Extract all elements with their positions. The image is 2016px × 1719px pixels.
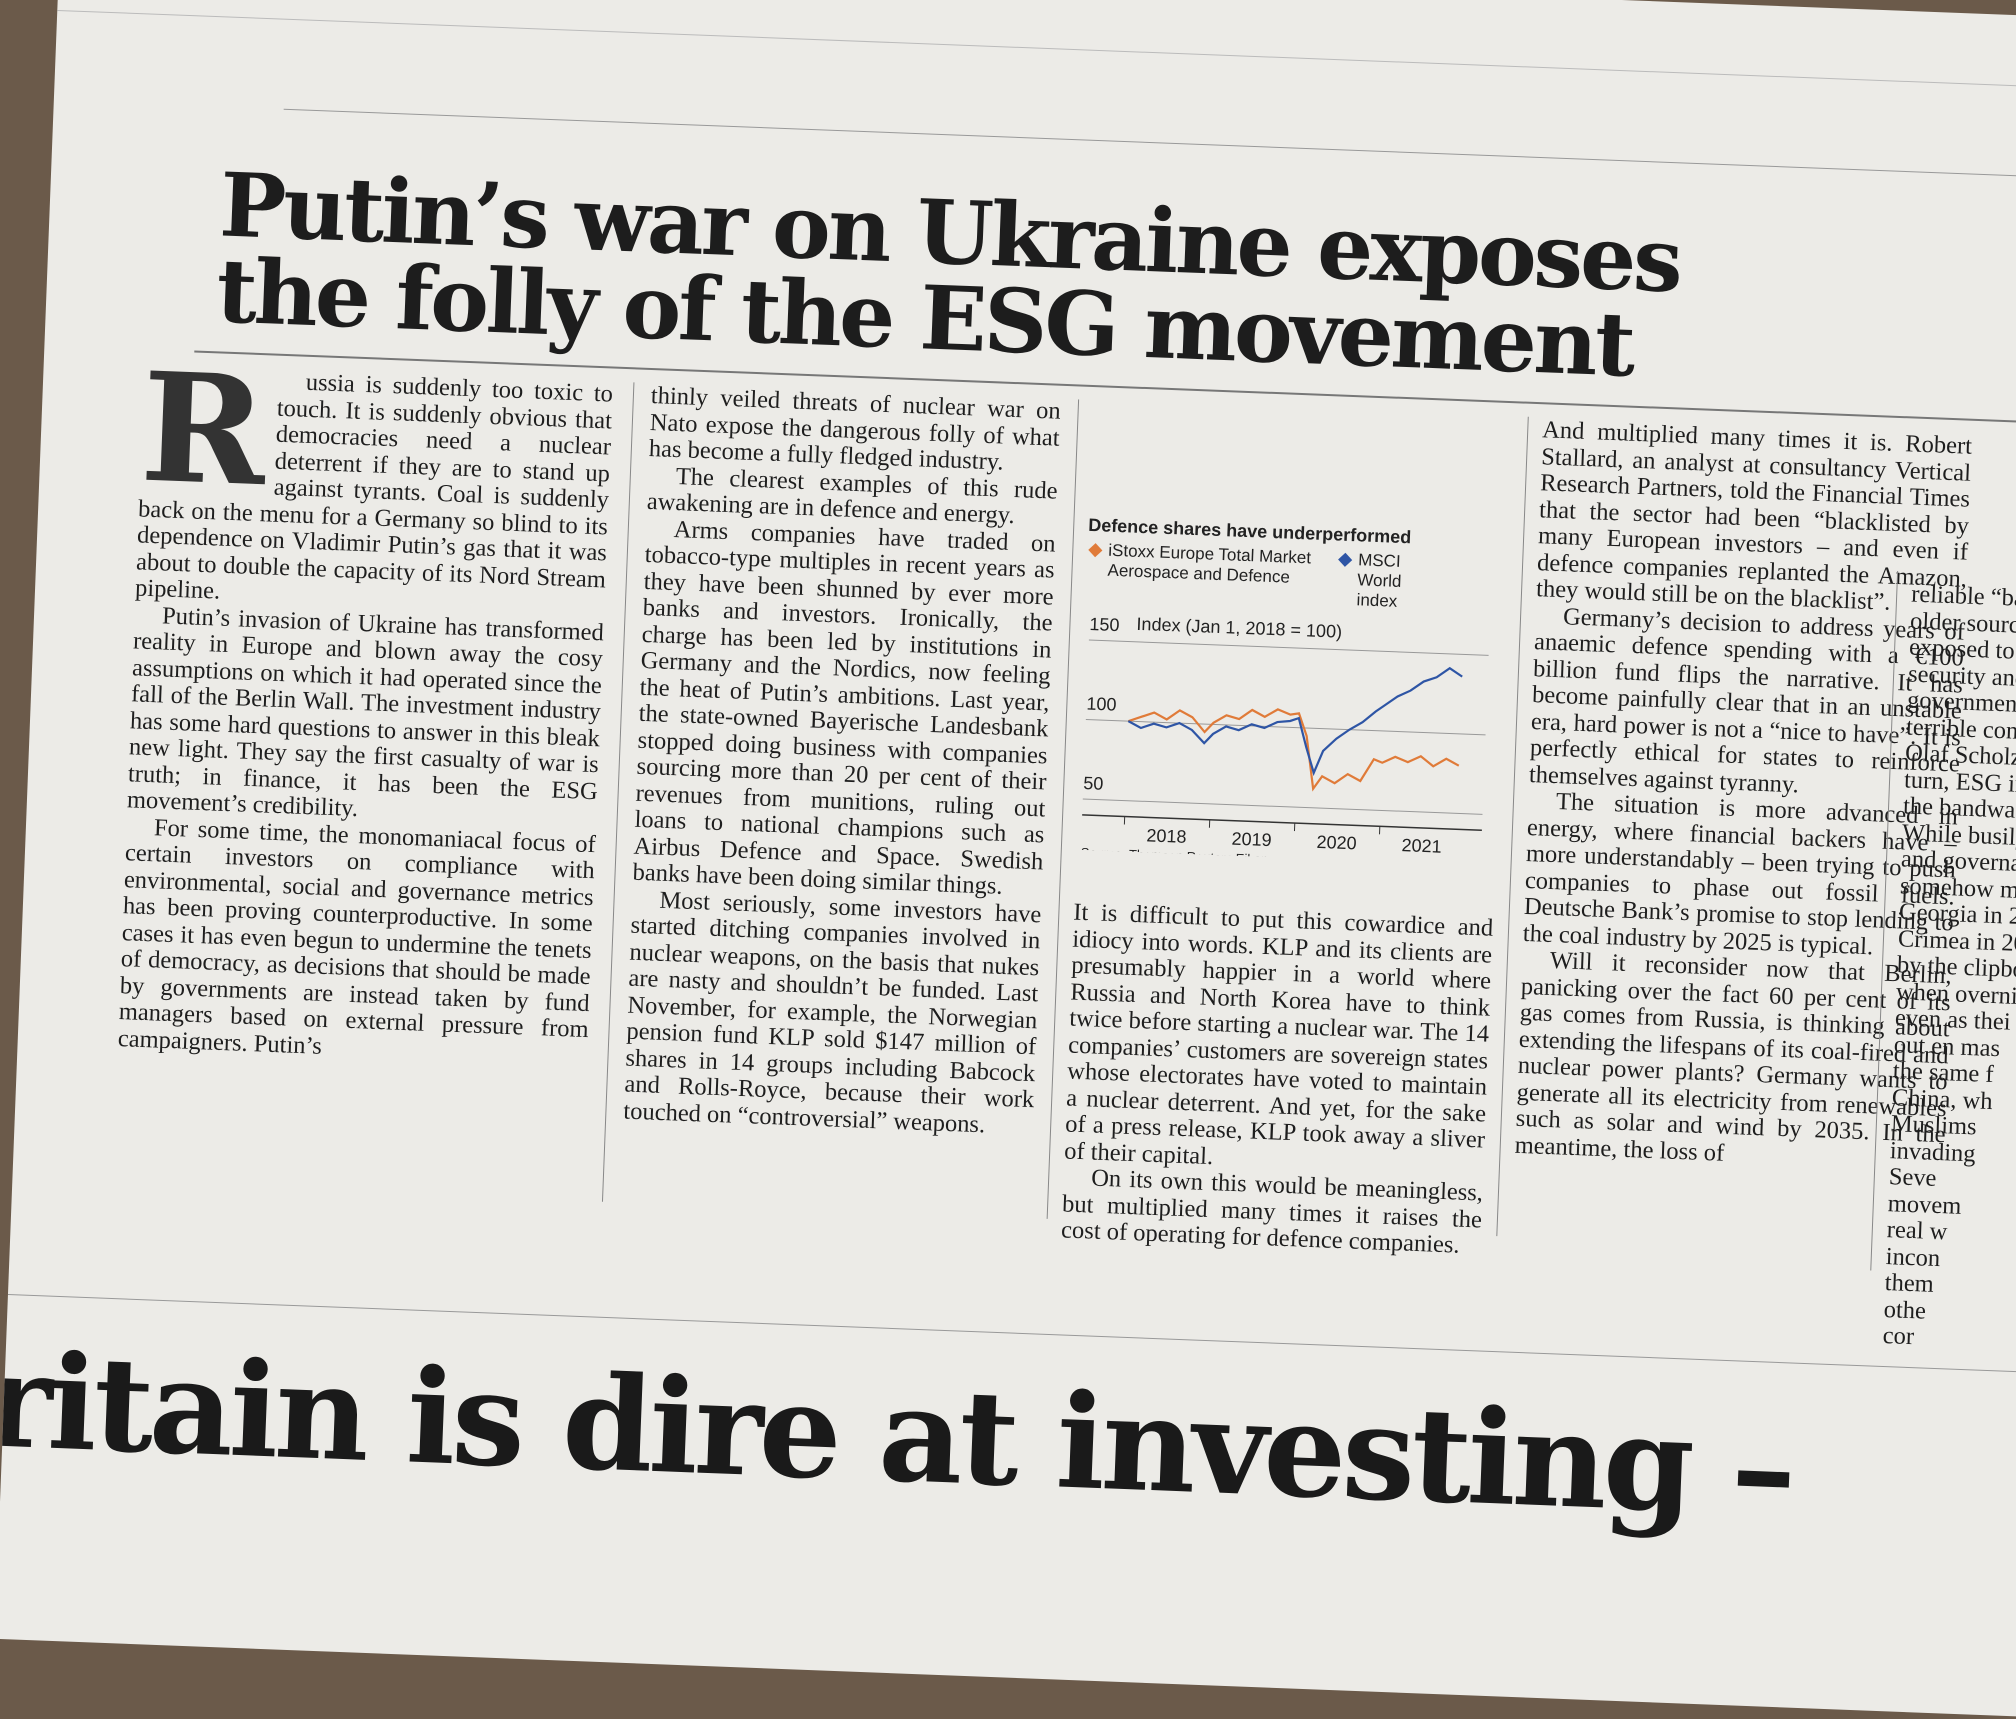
chart: Defence shares have underperformed iStox…	[1076, 515, 1499, 870]
legend-marker	[1338, 553, 1352, 567]
page: Putin’s war on Ukraine exposes the folly…	[0, 0, 2016, 1512]
paragraph: For some time, the monomaniacal focus of…	[117, 814, 596, 1070]
grid-line	[1089, 640, 1489, 655]
paragraph: On its own this would be meaningless, bu…	[1061, 1164, 1484, 1260]
column: It is difficult to put this cowardice an…	[1061, 900, 1494, 1260]
legend-item: MSCI World index	[1335, 549, 1447, 613]
rule	[57, 10, 2016, 92]
legend-label: MSCI World index	[1356, 550, 1447, 613]
paragraph: Germany’s decision to address years of a…	[1529, 603, 1966, 805]
paragraph: Arms companies have traded on tobacco-ty…	[632, 515, 1056, 901]
x-tick-label: 2020	[1316, 832, 1357, 854]
x-axis	[1082, 815, 1482, 830]
series-line	[1126, 704, 1461, 795]
y-tick-label: 100	[1086, 694, 1117, 715]
y-tick-label: 50	[1083, 773, 1104, 794]
paragraph: And multiplied many times it is. Robert …	[1536, 417, 1973, 619]
y-tick-label: 150	[1089, 614, 1120, 635]
column: thinly veiled threats of nuclear war on …	[623, 383, 1061, 1140]
y-axis-label: Index (Jan 1, 2018 = 100)	[1136, 614, 1342, 642]
plot: Index (Jan 1, 2018 = 100) 50 100 150 2018 201…	[1076, 600, 1495, 866]
legend-item: iStoxx Europe Total Market Aerospace and…	[1085, 540, 1327, 609]
grid-line	[1083, 799, 1483, 814]
legend-label: iStoxx Europe Total Market Aerospace and…	[1106, 541, 1327, 609]
paragraph: Will it reconsider now that Berlin, pani…	[1514, 947, 1952, 1175]
paragraph: The situation is more advanced in energy…	[1522, 788, 1958, 963]
text-line: cor	[1882, 1323, 2016, 1357]
x-tick-label: 2021	[1401, 835, 1442, 857]
drop-cap: R	[139, 368, 268, 493]
next-headline: ritain is dire at investing –	[0, 1323, 1795, 1545]
x-tick-label: 2019	[1231, 829, 1272, 851]
legend-marker	[1088, 543, 1102, 557]
x-tick-label: 2018	[1146, 825, 1187, 847]
paragraph: Most seriously, some investors have star…	[623, 886, 1042, 1140]
paragraph: It is difficult to put this cowardice an…	[1064, 900, 1494, 1181]
paragraph: Putin’s invasion of Ukraine has transfor…	[127, 602, 605, 832]
headline: Putin’s war on Ukraine exposes the folly…	[215, 161, 1682, 389]
